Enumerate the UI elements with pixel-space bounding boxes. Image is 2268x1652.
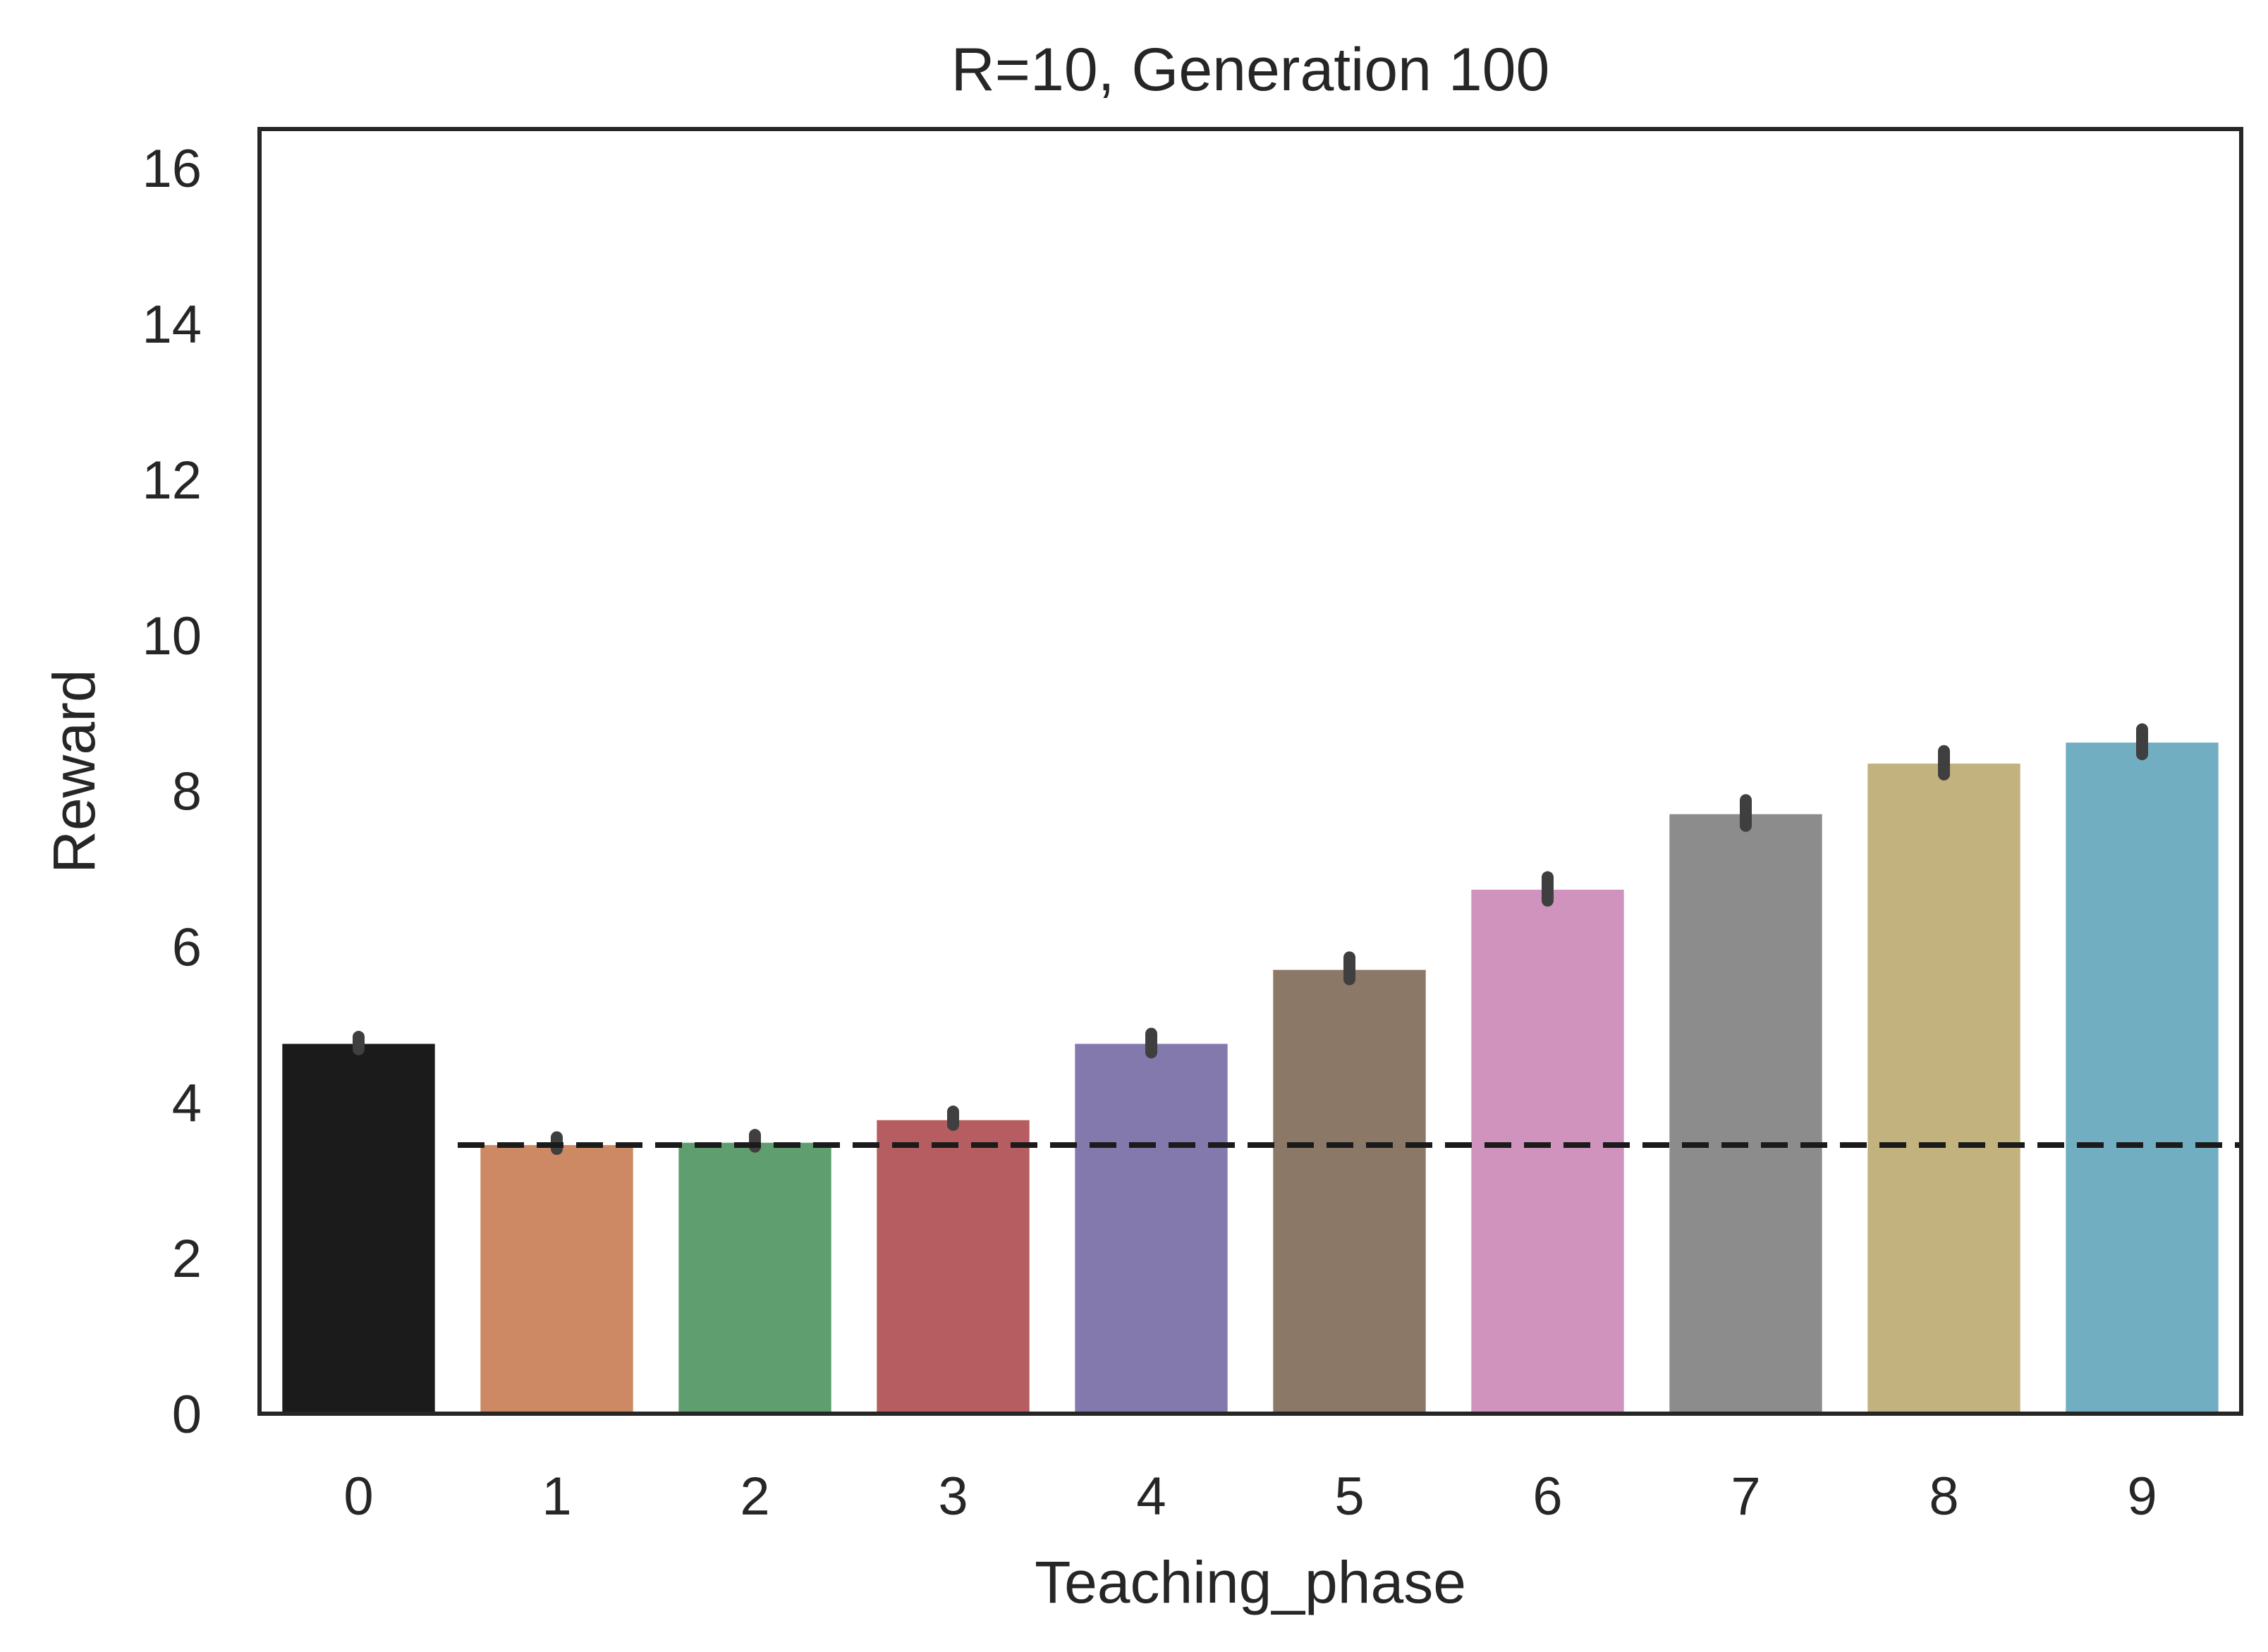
y-tick-label-2: 2: [172, 1229, 202, 1289]
y-tick-labels: 0 2 4 6 8 10 12 14 16: [142, 139, 202, 1445]
x-tick-label-2: 2: [740, 1467, 769, 1526]
x-tick-label-5: 5: [1334, 1467, 1364, 1526]
bar-4: [1075, 1044, 1228, 1414]
x-axis-label: Teaching_phase: [1035, 1549, 1466, 1615]
bar-9: [2066, 742, 2219, 1414]
y-tick-label-14: 14: [142, 295, 202, 355]
y-tick-label-12: 12: [142, 451, 202, 510]
bar-2: [678, 1142, 831, 1414]
x-tick-label-4: 4: [1136, 1467, 1166, 1526]
bar-5: [1273, 969, 1426, 1414]
x-tick-labels: 0 1 2 3 4 5 6 7 8 9: [343, 1467, 2157, 1526]
y-tick-label-8: 8: [172, 762, 202, 822]
y-tick-label-4: 4: [172, 1073, 202, 1133]
bar-3: [877, 1120, 1030, 1414]
y-tick-label-16: 16: [142, 139, 202, 199]
bar-7: [1669, 814, 1822, 1414]
y-tick-label-0: 0: [172, 1385, 202, 1445]
bar-1: [480, 1145, 633, 1414]
x-tick-label-1: 1: [542, 1467, 571, 1526]
bar-0: [282, 1044, 435, 1414]
bar-6: [1471, 889, 1624, 1414]
bar-8: [1867, 763, 2020, 1414]
x-tick-label-6: 6: [1532, 1467, 1562, 1526]
plot-frame: [257, 127, 2243, 1416]
y-tick-label-6: 6: [172, 917, 202, 977]
chart-title: R=10, Generation 100: [951, 36, 1550, 104]
x-tick-label-0: 0: [343, 1467, 373, 1526]
y-axis-label: Reward: [41, 669, 107, 873]
x-tick-label-8: 8: [1929, 1467, 1958, 1526]
y-tick-label-10: 10: [142, 606, 202, 666]
x-tick-label-3: 3: [938, 1467, 968, 1526]
bars-layer: [282, 742, 2219, 1414]
x-tick-label-9: 9: [2127, 1467, 2157, 1526]
x-tick-label-7: 7: [1731, 1467, 1760, 1526]
